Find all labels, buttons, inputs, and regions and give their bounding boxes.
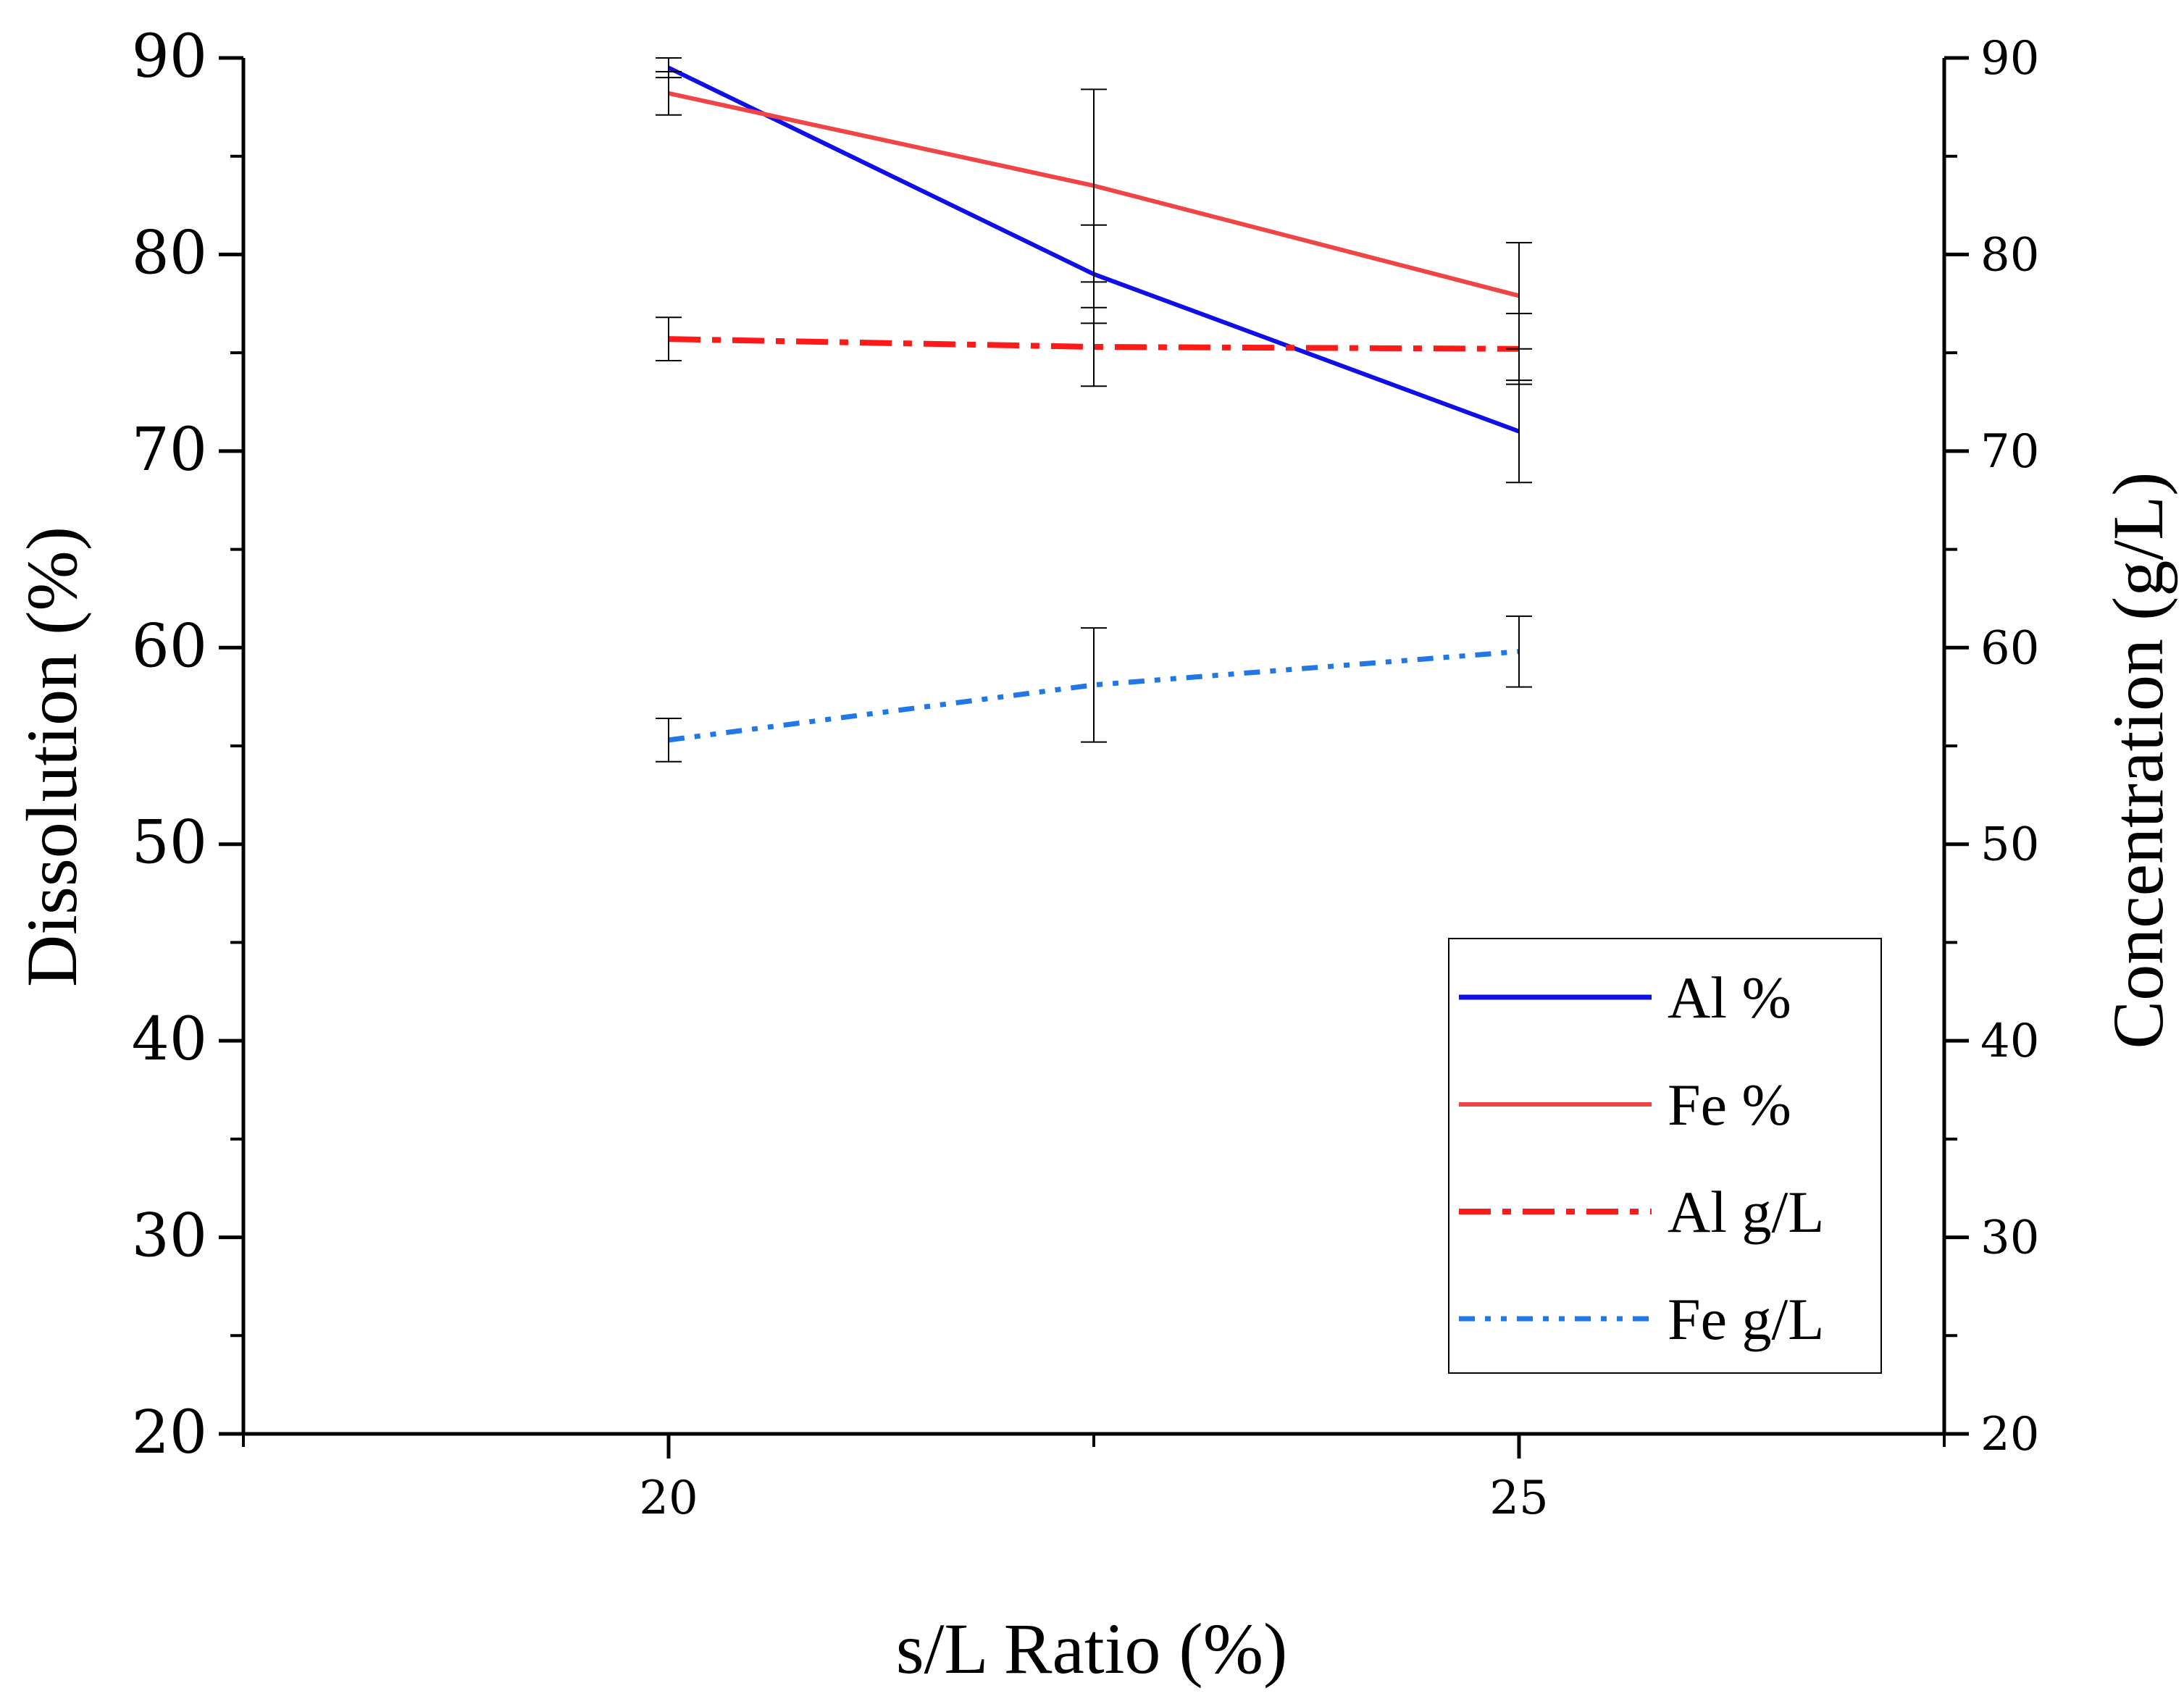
error-bar — [656, 71, 682, 116]
x-tick-label: 25 — [1489, 1472, 1548, 1525]
legend: Al % Fe % Al g/L Fe g/L — [1448, 938, 1882, 1374]
legend-label: Al % — [1668, 965, 1791, 1031]
error-bar — [1506, 312, 1532, 385]
right-y-tick-label: 70 — [1980, 425, 2039, 479]
error-bar — [1506, 379, 1532, 484]
right-y-tick-label: 20 — [1980, 1408, 2039, 1461]
right-y-tick-label: 80 — [1980, 228, 2039, 282]
legend-label: Fe % — [1668, 1072, 1791, 1138]
left-y-tick-label: 80 — [132, 219, 207, 288]
left-y-tick-label: 60 — [132, 612, 207, 681]
error-bar — [1506, 615, 1532, 688]
axes-layer: 20 30 40 50 60 70 80 90 20 30 40 50 60 70 80 90 20 25 — [132, 22, 2040, 1525]
right-y-tick-label: 40 — [1980, 1015, 2039, 1068]
left-y-tick-label: 70 — [132, 416, 207, 484]
series-line-al-g-l — [668, 336, 1520, 352]
legend-frame — [1448, 938, 1882, 1374]
left-y-tick-label: 30 — [132, 1202, 207, 1271]
left-y-tick-label: 40 — [132, 1005, 207, 1074]
error-bar — [1081, 627, 1107, 743]
right-y-tick-label: 60 — [1980, 621, 2039, 675]
error-bars-layer — [656, 57, 1532, 763]
error-bar — [656, 316, 682, 361]
series-line-fe-g-l — [668, 649, 1520, 743]
left-y-tick-label: 20 — [132, 1398, 207, 1467]
x-tick-label: 20 — [639, 1472, 698, 1525]
right-y-tick-label: 90 — [1980, 32, 2039, 85]
right-y-axis-title: Concentration (g/L) — [2098, 472, 2178, 1049]
x-axis-title: s/L Ratio (%) — [896, 1608, 1288, 1689]
right-y-tick-label: 30 — [1980, 1212, 2039, 1265]
right-y-tick-label: 50 — [1980, 818, 2039, 872]
error-bar — [656, 718, 682, 763]
legend-label: Al g/L — [1668, 1179, 1824, 1245]
error-bar — [1081, 88, 1107, 283]
left-y-tick-label: 90 — [132, 22, 207, 91]
legend-label: Fe g/L — [1668, 1286, 1824, 1352]
left-y-axis-title: Dissolution (%) — [12, 526, 92, 987]
error-bar — [1081, 306, 1107, 387]
left-y-tick-label: 50 — [132, 809, 207, 878]
